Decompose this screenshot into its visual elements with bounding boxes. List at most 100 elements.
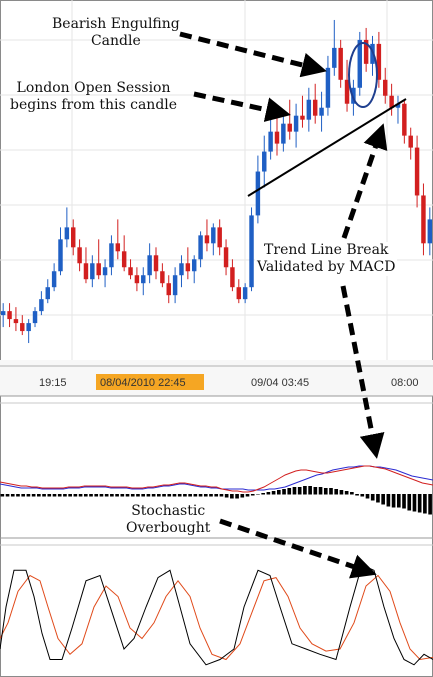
macd-bar: [240, 494, 245, 498]
annotation-stoch-line2: Overbought: [126, 520, 211, 536]
candle-body: [20, 323, 25, 332]
candle-body: [128, 267, 133, 276]
annotation-trend-line2: Validated by MACD: [257, 259, 396, 275]
macd-bar: [26, 494, 31, 497]
candle-body: [211, 227, 216, 244]
macd-bar: [423, 494, 427, 514]
macd-bar: [250, 494, 255, 496]
arrow-macd: [340, 285, 385, 459]
macd-bar: [157, 494, 161, 497]
candle-body: [293, 115, 299, 132]
time-tick-3: 09/04 03:45: [251, 377, 309, 389]
arrow-engulfing: [179, 31, 327, 78]
macd-bar: [224, 494, 229, 498]
candle-body: [402, 103, 407, 136]
macd-bar: [115, 494, 119, 497]
candle-body: [414, 147, 420, 196]
macd-bar: [193, 494, 198, 497]
macd-bar: [162, 494, 166, 497]
macd-bar: [209, 494, 213, 497]
macd-bar: [214, 494, 219, 497]
macd-bar: [94, 494, 99, 497]
macd-bar: [386, 494, 391, 507]
candle-body: [198, 235, 203, 260]
candle-body: [58, 239, 63, 272]
macd-bar: [130, 494, 135, 497]
stoch-d-line: [0, 574, 433, 661]
macd-bar: [177, 494, 182, 497]
candle-body: [90, 263, 95, 280]
macd-bar: [370, 494, 375, 501]
time-tick-1: 19:15: [39, 377, 67, 389]
annotation-stochastic: Stochastic Overbought: [126, 503, 211, 537]
macd-bar: [292, 487, 297, 495]
candle-body: [26, 323, 31, 332]
macd-bar: [360, 494, 365, 497]
arrow-stochastic: [219, 518, 377, 579]
macd-bar: [230, 494, 234, 499]
candle-body: [51, 271, 57, 288]
macd-bar: [78, 494, 83, 497]
candle-body: [109, 243, 114, 268]
macd-bar: [402, 494, 406, 509]
macd-bar: [235, 494, 239, 499]
macd-bar: [0, 494, 5, 497]
macd-bar: [219, 494, 224, 497]
candle-body: [147, 255, 152, 276]
arrow-trend-break: [341, 123, 388, 239]
candle-body: [153, 255, 159, 272]
macd-bar: [297, 487, 302, 495]
macd-bar: [287, 488, 292, 495]
candle-body: [306, 99, 312, 120]
macd-bar: [412, 494, 417, 512]
macd-bar: [391, 494, 396, 508]
macd-bar: [47, 494, 52, 497]
macd-line: [0, 465, 433, 491]
annotation-london-open: London Open Session begins from this can…: [10, 80, 177, 114]
macd-bar: [42, 494, 46, 497]
candle-body: [383, 79, 388, 96]
macd-bar: [68, 494, 72, 497]
macd-bar: [73, 494, 78, 497]
macd-bar: [266, 492, 271, 495]
candle-body: [166, 283, 171, 296]
macd-bar: [308, 486, 312, 495]
annotation-trend-break: Trend Line Break Validated by MACD: [255, 242, 398, 276]
annotation-london-line2: begins from this candle: [10, 97, 178, 113]
candle-body: [363, 39, 369, 64]
annotation-london-line1: London Open Session: [16, 80, 171, 96]
candle-body: [64, 227, 70, 240]
macd-bar: [141, 494, 146, 497]
macd-bar: [172, 494, 177, 497]
macd-bar: [381, 494, 385, 505]
time-tick-4: 08:00: [391, 377, 419, 389]
annotation-engulfing: Bearish Engulfing Candle: [52, 16, 180, 50]
candle-body: [242, 287, 248, 300]
time-tick-2: 08/04/2010 22:45: [100, 377, 186, 389]
macd-bar: [188, 494, 192, 497]
candle-body: [274, 131, 280, 144]
candle-body: [408, 135, 413, 148]
macd-bar: [83, 494, 88, 497]
macd-bar: [329, 488, 333, 495]
macd-bar: [203, 494, 208, 497]
macd-bar: [276, 490, 281, 495]
candle-body: [134, 275, 140, 284]
macd-bar: [146, 494, 151, 497]
macd-bar: [407, 494, 412, 511]
candle-body: [96, 263, 101, 276]
candle-body: [421, 195, 426, 244]
macd-bar: [57, 494, 62, 497]
candle-body: [236, 287, 242, 300]
macd-bar: [52, 494, 57, 497]
macd-bar: [323, 488, 328, 495]
candle-body: [141, 275, 146, 284]
macd-bar: [417, 494, 422, 513]
candle-body: [32, 311, 38, 324]
engulfing-circle: [348, 42, 378, 108]
annotation-trend-line1: Trend Line Break: [264, 242, 389, 258]
macd-bar: [125, 494, 130, 497]
macd-bar: [31, 494, 36, 497]
